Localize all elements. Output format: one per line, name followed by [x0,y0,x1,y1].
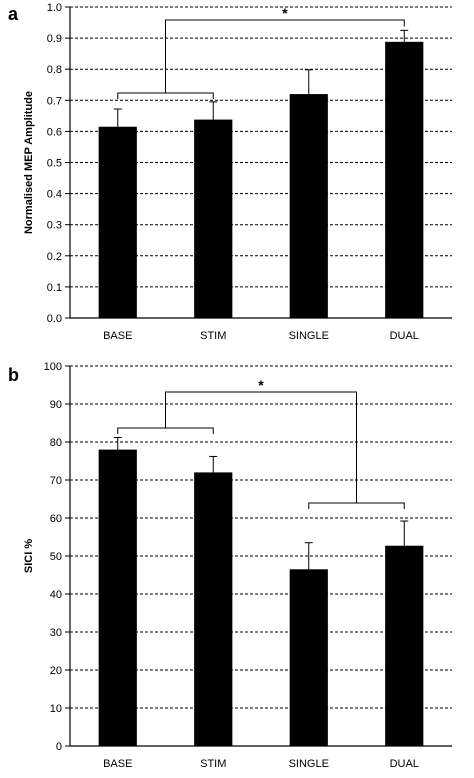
y-tick-label: 0 [56,741,62,753]
y-tick-label: 90 [50,399,62,411]
chart-panel-b: b SICI % 0 10 20 30 40 50 60 70 80 90 100 BASE STIM SIN… [8,361,452,770]
group-bracket [117,92,214,99]
bar-stim [194,119,233,318]
y-tick-label: 30 [50,627,62,639]
y-axis-label: SICI % [23,539,35,573]
y-tick-label: 50 [50,551,62,563]
x-category-label: STIM [200,330,226,342]
x-category-label: DUAL [390,330,419,342]
x-category-label: DUAL [390,758,419,770]
significance-bracket [165,19,405,93]
bar-single [289,94,328,318]
y-tick-label: 0.9 [47,33,62,45]
chart-panel-a: a Normalised MEP Amplitude 0.0 0.1 0.2 0.3 0.4… [8,2,452,342]
panel-letter: b [8,365,19,385]
significance-star: * [258,377,264,393]
y-tick-label: 60 [50,513,62,525]
y-tick-label: 0.5 [47,158,62,170]
y-tick-label: 70 [50,475,62,487]
bar-dual [385,41,424,318]
significance-star: * [282,5,288,21]
y-tick-label: 0.7 [47,95,62,107]
y-tick-label: 0.2 [47,251,62,263]
x-category-label: BASE [103,758,132,770]
x-category-label: BASE [103,330,132,342]
y-tick-label: 40 [50,589,62,601]
y-tick-label: 0.8 [47,64,62,76]
y-tick-label: 1.0 [47,2,62,14]
group-bracket [117,427,214,434]
bar-base [98,449,137,746]
bar-stim [194,472,233,746]
x-category-label: SINGLE [289,758,329,770]
bar-dual [385,545,424,746]
y-tick-label: 100 [44,361,62,373]
bar-single [289,569,328,746]
y-tick-label: 0.4 [47,189,62,201]
x-category-label: STIM [200,758,226,770]
panel-letter: a [8,4,19,24]
x-category-label: SINGLE [289,330,329,342]
group-bracket [308,502,405,509]
y-tick-label: 20 [50,665,62,677]
y-tick-label: 10 [50,703,62,715]
y-axis-label: Normalised MEP Amplitude [23,91,35,234]
y-tick-label: 0.0 [47,313,62,325]
significance-bracket [165,391,357,503]
bar-base [98,126,137,318]
y-tick-label: 0.3 [47,220,62,232]
y-tick-label: 0.1 [47,282,62,294]
y-tick-label: 80 [50,437,62,449]
y-tick-label: 0.6 [47,126,62,138]
